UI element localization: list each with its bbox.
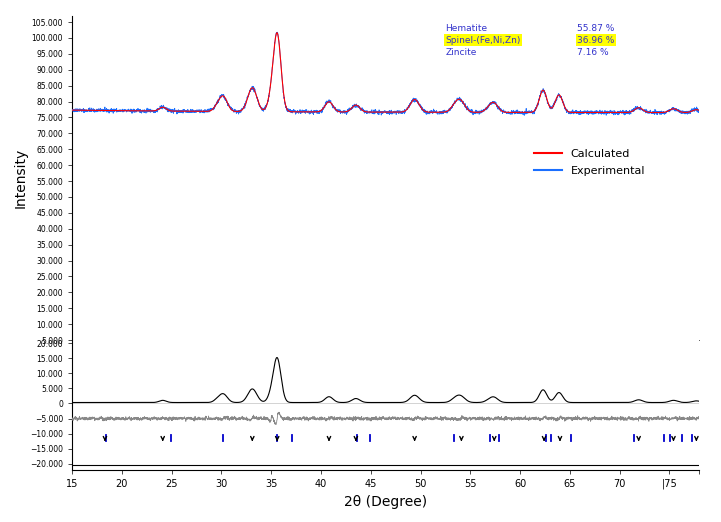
X-axis label: 2θ (Degree): 2θ (Degree) bbox=[344, 495, 428, 509]
Text: 55.87 %: 55.87 % bbox=[577, 24, 614, 33]
Legend: Calculated, Experimental: Calculated, Experimental bbox=[529, 145, 650, 180]
Text: Zincite: Zincite bbox=[446, 48, 477, 57]
Y-axis label: Intensity: Intensity bbox=[14, 148, 27, 208]
Text: 36.96 %: 36.96 % bbox=[577, 36, 614, 45]
Text: Spinel-(Fe,Ni,Zn): Spinel-(Fe,Ni,Zn) bbox=[446, 36, 521, 45]
Text: Hematite: Hematite bbox=[446, 24, 487, 33]
Text: 7.16 %: 7.16 % bbox=[577, 48, 609, 57]
